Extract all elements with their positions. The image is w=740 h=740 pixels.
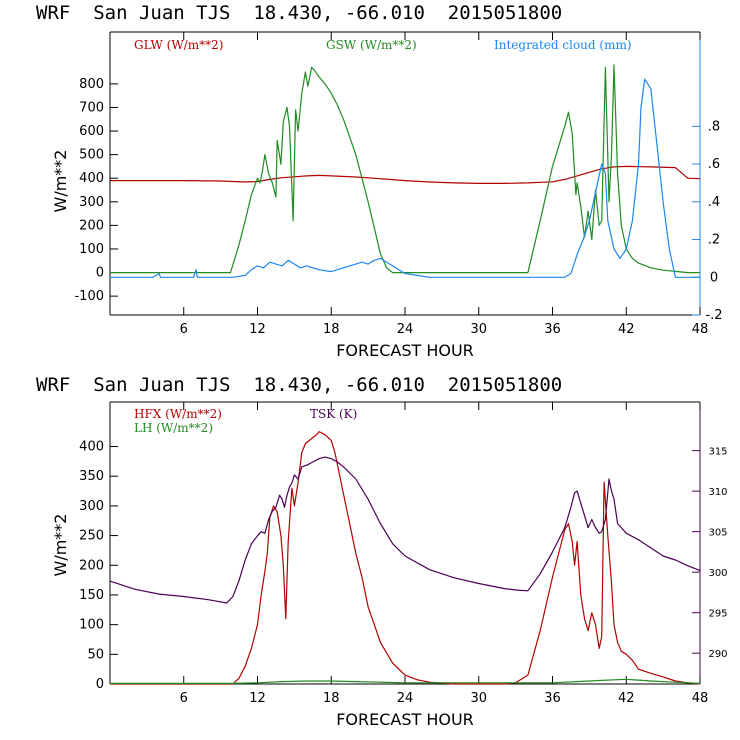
y-axis-label: W/m**2 (51, 514, 70, 577)
x-tick-label: 24 (397, 691, 414, 706)
x-axis-label: FORECAST HOUR (336, 710, 474, 729)
series-line-integrated (110, 78, 700, 278)
series-line-lh (110, 678, 701, 685)
y-tick-label: 0 (96, 266, 104, 281)
forecast-chart-surface-flux: WRF San Juan TJS 18.430, -66.010 2015051… (36, 374, 728, 729)
x-tick-label: 12 (249, 691, 266, 706)
y-tick-label: 150 (79, 588, 104, 603)
x-tick-label: 36 (544, 691, 561, 706)
y2-tick-label: 0 (710, 270, 718, 285)
x-tick-label: 48 (692, 322, 709, 337)
series-line-gsw (110, 64, 700, 274)
x-tick-label: 42 (618, 691, 635, 706)
y-tick-label: 250 (79, 529, 104, 544)
y-tick-label: 400 (79, 171, 104, 186)
y-tick-label: 0 (96, 677, 104, 692)
y-tick-label: 300 (79, 195, 104, 210)
x-tick-label: 6 (180, 691, 188, 706)
x-tick-label: 18 (323, 322, 340, 337)
y2-tick-label: .8 (708, 119, 720, 134)
legend-tsk: TSK (K) (310, 407, 357, 421)
series-line-tsk (109, 456, 701, 604)
x-tick-label: 48 (692, 691, 709, 706)
y2-tick-label: 295 (708, 609, 727, 620)
y-tick-label: 100 (79, 242, 104, 257)
x-tick-label: 12 (249, 322, 266, 337)
y2-tick-label: 315 (708, 447, 727, 458)
y-tick-label: 500 (79, 148, 104, 163)
y-tick-label: 200 (79, 218, 104, 233)
legend-gsw: GSW (W/m**2) (326, 38, 417, 52)
x-tick-label: 30 (470, 322, 487, 337)
y2-tick-label: 305 (708, 528, 727, 539)
x-tick-label: 24 (397, 322, 414, 337)
series-line-glw (110, 165, 701, 184)
legend-lh: LH (W/m**2) (134, 421, 213, 435)
y-tick-label: 400 (79, 440, 104, 455)
x-tick-label: 6 (180, 322, 188, 337)
y2-tick-label: .4 (708, 195, 720, 210)
y-tick-label: 100 (79, 618, 104, 633)
legend-glw: GLW (W/m**2) (134, 38, 223, 52)
y-tick-label: 700 (79, 100, 104, 115)
y-tick-label: 200 (79, 558, 104, 573)
legend-integrated-cloud: Integrated cloud (mm) (494, 38, 632, 52)
y-tick-label: -100 (74, 289, 104, 304)
y2-tick-label: 290 (708, 649, 727, 660)
y-axis-label: W/m**2 (51, 150, 70, 213)
y-tick-label: 800 (79, 77, 104, 92)
y2-tick-label: 310 (708, 487, 727, 498)
y-tick-label: 50 (87, 647, 104, 662)
x-tick-label: 36 (544, 322, 561, 337)
y2-tick-label: 300 (708, 568, 727, 579)
legend-hfx: HFX (W/m**2) (134, 407, 222, 421)
y2-tick-label: -.2 (705, 308, 722, 323)
y-tick-label: 300 (79, 499, 104, 514)
forecast-chart-radiation: WRF San Juan TJS 18.430, -66.010 2015051… (36, 2, 723, 360)
y-tick-label: 600 (79, 124, 104, 139)
x-tick-label: 30 (470, 691, 487, 706)
chart-header: WRF San Juan TJS 18.430, -66.010 2015051… (36, 2, 562, 24)
chart-header: WRF San Juan TJS 18.430, -66.010 2015051… (36, 374, 562, 396)
x-tick-label: 18 (323, 691, 340, 706)
series-line-hfx (110, 431, 701, 685)
y2-tick-label: .2 (708, 233, 720, 248)
y-tick-label: 350 (79, 469, 104, 484)
x-tick-label: 42 (618, 322, 635, 337)
x-axis-label: FORECAST HOUR (336, 341, 474, 360)
y2-tick-label: .6 (708, 157, 720, 172)
